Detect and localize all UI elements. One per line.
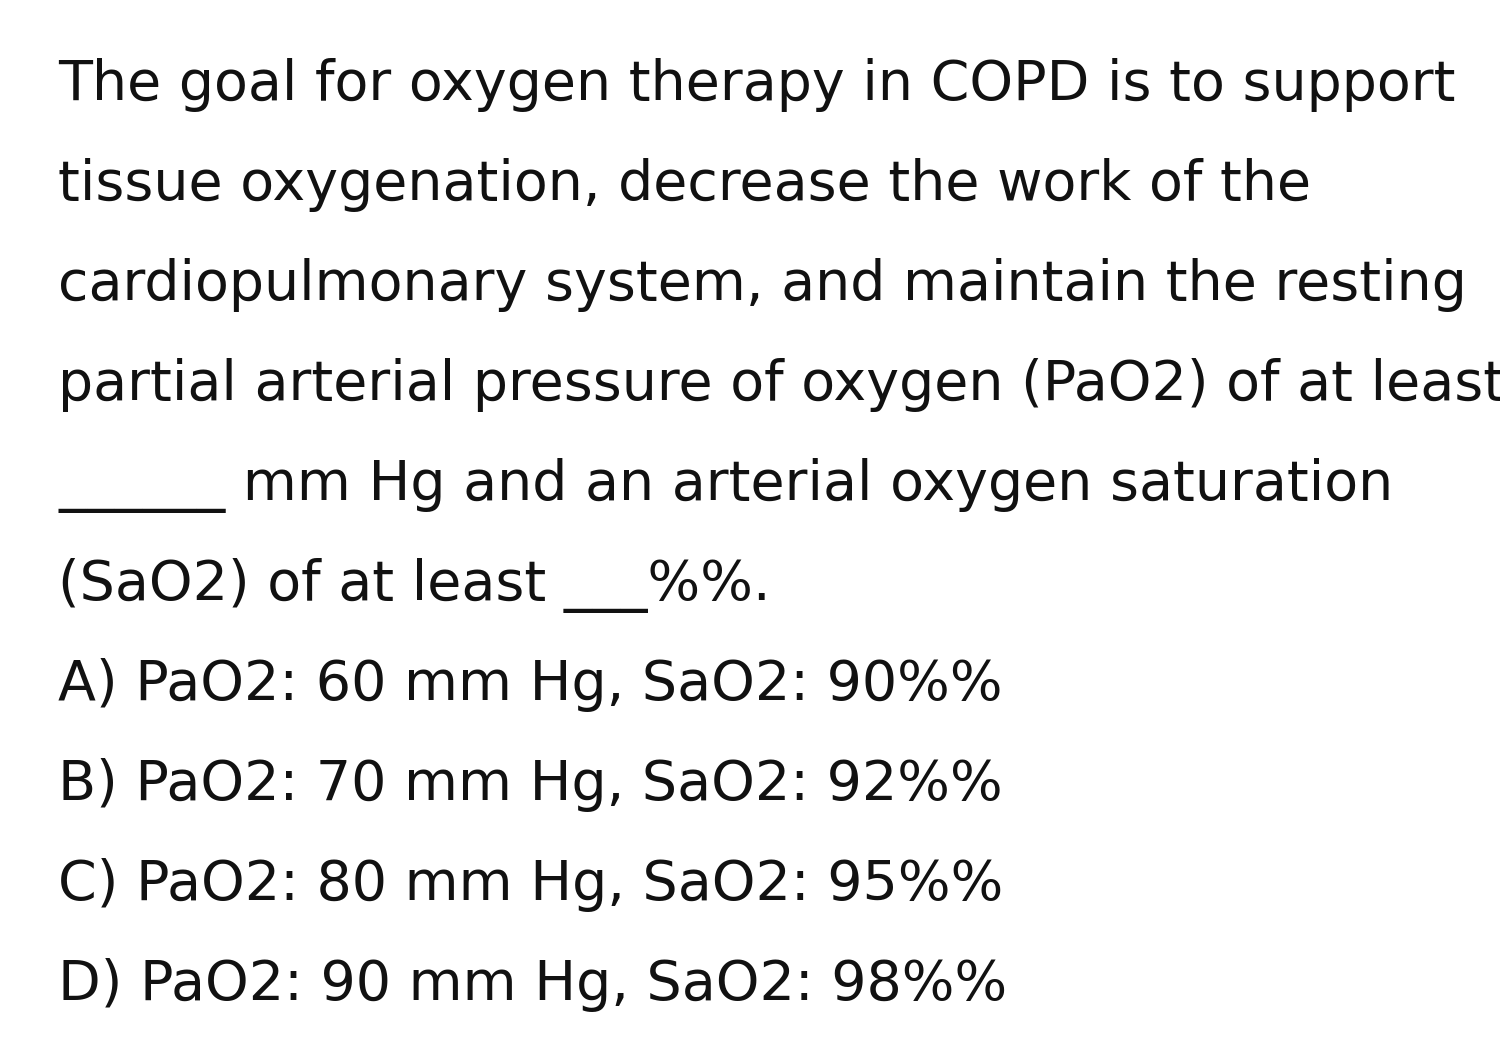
Text: cardiopulmonary system, and maintain the resting: cardiopulmonary system, and maintain the… <box>58 258 1467 312</box>
Text: partial arterial pressure of oxygen (PaO2) of at least: partial arterial pressure of oxygen (PaO… <box>58 358 1500 412</box>
Text: A) PaO2: 60 mm Hg, SaO2: 90%%: A) PaO2: 60 mm Hg, SaO2: 90%% <box>58 658 1002 712</box>
Text: The goal for oxygen therapy in COPD is to support: The goal for oxygen therapy in COPD is t… <box>58 58 1455 112</box>
Text: tissue oxygenation, decrease the work of the: tissue oxygenation, decrease the work of… <box>58 158 1311 212</box>
Text: B) PaO2: 70 mm Hg, SaO2: 92%%: B) PaO2: 70 mm Hg, SaO2: 92%% <box>58 758 1002 812</box>
Text: D) PaO2: 90 mm Hg, SaO2: 98%%: D) PaO2: 90 mm Hg, SaO2: 98%% <box>58 958 1008 1012</box>
Text: (SaO2) of at least ___%%.: (SaO2) of at least ___%%. <box>58 558 771 613</box>
Text: C) PaO2: 80 mm Hg, SaO2: 95%%: C) PaO2: 80 mm Hg, SaO2: 95%% <box>58 858 1004 912</box>
Text: ______ mm Hg and an arterial oxygen saturation: ______ mm Hg and an arterial oxygen satu… <box>58 458 1394 513</box>
